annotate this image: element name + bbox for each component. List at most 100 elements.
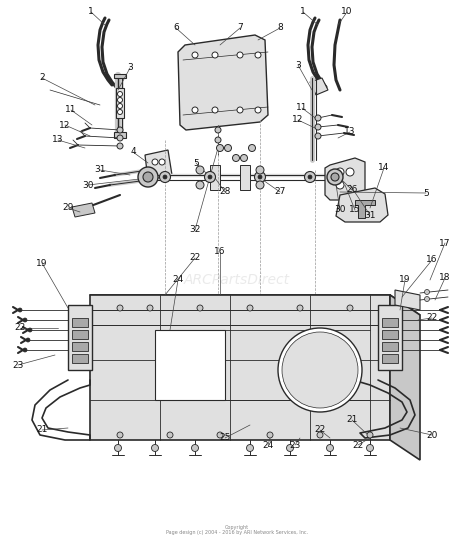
Circle shape [286, 445, 293, 452]
Circle shape [255, 171, 265, 182]
Circle shape [117, 127, 123, 133]
Circle shape [212, 52, 218, 58]
Text: 30: 30 [334, 206, 346, 214]
Text: 22: 22 [352, 440, 364, 450]
Polygon shape [114, 132, 126, 138]
Polygon shape [155, 330, 225, 400]
Circle shape [258, 175, 262, 179]
Circle shape [297, 305, 303, 311]
Circle shape [240, 155, 247, 162]
Polygon shape [395, 290, 420, 310]
Text: 28: 28 [219, 188, 231, 196]
Polygon shape [72, 203, 95, 217]
Circle shape [117, 143, 123, 149]
Polygon shape [210, 165, 220, 190]
Circle shape [204, 171, 216, 182]
Text: 18: 18 [439, 274, 451, 282]
Text: 1: 1 [300, 8, 306, 16]
Text: 3: 3 [295, 61, 301, 69]
Circle shape [217, 432, 223, 438]
Polygon shape [114, 74, 126, 78]
Circle shape [425, 296, 429, 301]
Text: Copyright
Page design (c) 2004 - 2016 by ARI Network Services, Inc.: Copyright Page design (c) 2004 - 2016 by… [166, 525, 308, 536]
Polygon shape [310, 78, 328, 95]
Text: 5: 5 [193, 159, 199, 168]
Polygon shape [68, 305, 92, 370]
Circle shape [118, 91, 122, 96]
Text: 3: 3 [127, 63, 133, 72]
Text: 20: 20 [426, 431, 438, 439]
Text: 16: 16 [214, 247, 226, 256]
Circle shape [217, 144, 224, 151]
Text: 25: 25 [219, 433, 231, 443]
Circle shape [237, 107, 243, 113]
Text: 13: 13 [52, 135, 64, 144]
Text: 7: 7 [237, 23, 243, 32]
Circle shape [208, 175, 212, 179]
Circle shape [23, 318, 27, 322]
Circle shape [425, 289, 429, 294]
Circle shape [18, 308, 22, 312]
Circle shape [336, 181, 344, 189]
Polygon shape [72, 330, 88, 339]
Circle shape [147, 305, 153, 311]
Circle shape [152, 159, 158, 165]
Text: 22: 22 [427, 313, 438, 322]
Circle shape [159, 159, 165, 165]
Text: 19: 19 [399, 275, 411, 285]
Circle shape [256, 166, 264, 174]
Circle shape [278, 328, 362, 412]
Circle shape [215, 127, 221, 133]
Text: 23: 23 [289, 440, 301, 450]
Polygon shape [325, 158, 365, 200]
Text: 11: 11 [65, 105, 77, 115]
Polygon shape [382, 354, 398, 363]
Circle shape [192, 107, 198, 113]
Circle shape [308, 175, 312, 179]
Circle shape [152, 445, 158, 452]
Text: 4: 4 [130, 148, 136, 156]
Circle shape [196, 181, 204, 189]
Circle shape [329, 171, 340, 182]
Circle shape [118, 103, 122, 109]
Polygon shape [116, 88, 124, 118]
Circle shape [197, 305, 203, 311]
Circle shape [191, 445, 199, 452]
Circle shape [304, 171, 316, 182]
Circle shape [346, 168, 354, 176]
Text: 13: 13 [344, 128, 356, 136]
Circle shape [327, 445, 334, 452]
Polygon shape [145, 150, 172, 180]
Text: 22: 22 [314, 426, 326, 434]
Circle shape [255, 107, 261, 113]
Circle shape [143, 172, 153, 182]
Text: 24: 24 [263, 440, 273, 450]
Text: 22: 22 [190, 254, 201, 262]
Circle shape [333, 175, 337, 179]
Polygon shape [72, 354, 88, 363]
Text: 6: 6 [173, 23, 179, 32]
Circle shape [115, 445, 121, 452]
Circle shape [117, 305, 123, 311]
Circle shape [366, 445, 374, 452]
Circle shape [336, 168, 344, 176]
Circle shape [26, 338, 30, 342]
Text: 16: 16 [426, 255, 438, 265]
Circle shape [117, 135, 123, 141]
Text: 17: 17 [439, 239, 451, 247]
Polygon shape [382, 342, 398, 351]
Circle shape [315, 124, 321, 130]
Circle shape [255, 52, 261, 58]
Circle shape [215, 137, 221, 143]
Polygon shape [382, 330, 398, 339]
Polygon shape [90, 295, 390, 440]
Text: 23: 23 [12, 360, 24, 370]
Circle shape [117, 432, 123, 438]
Text: 2: 2 [39, 74, 45, 82]
Circle shape [225, 144, 231, 151]
Circle shape [163, 175, 167, 179]
Text: 15: 15 [349, 206, 361, 214]
Text: 11: 11 [296, 103, 308, 113]
Polygon shape [178, 35, 268, 130]
Circle shape [317, 432, 323, 438]
